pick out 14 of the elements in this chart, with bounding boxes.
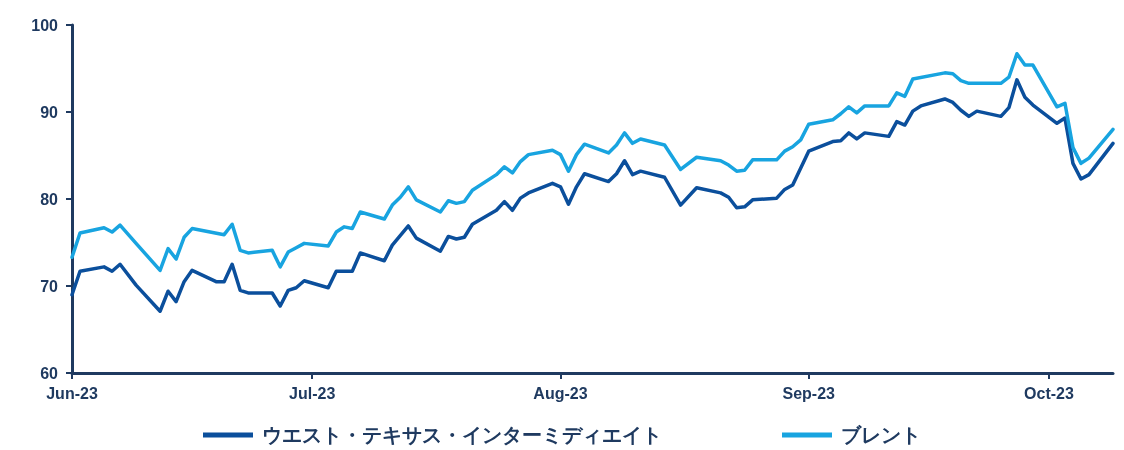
line-series — [70, 51, 1115, 273]
x-tick-label: Jul-23 — [289, 384, 336, 402]
line-series — [70, 78, 1115, 313]
x-tick-label: Aug-23 — [533, 384, 588, 402]
y-tick-label: 90 — [40, 103, 59, 121]
y-tick-label: 80 — [40, 190, 59, 208]
y-tick-label: 100 — [31, 16, 59, 34]
legend-label: ウエスト・テキサス・インターミディエイト — [262, 424, 662, 446]
x-tick-label: Oct-23 — [1024, 384, 1074, 402]
y-tick-label: 60 — [40, 364, 59, 382]
y-tick-label: 70 — [40, 277, 59, 295]
legend-label: ブレント — [841, 424, 921, 446]
x-tick-label: Jun-23 — [46, 384, 98, 402]
x-tick-label: Sep-23 — [782, 384, 836, 402]
